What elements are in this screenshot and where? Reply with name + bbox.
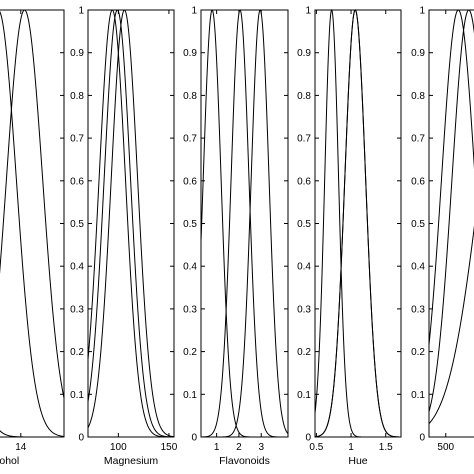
x-tick-label: 0.5 — [309, 442, 323, 453]
y-tick-label: 0.8 — [297, 91, 311, 102]
y-tick-label: 0.6 — [70, 176, 84, 187]
x-tick-label: 1.5 — [379, 442, 393, 453]
axes-frame — [200, 9, 289, 438]
y-tick-label: 0.2 — [70, 347, 84, 358]
x-tick-label: 2 — [236, 442, 242, 453]
membership-curve-3 — [201, 9, 289, 438]
y-tick-label: 0 — [78, 433, 84, 444]
axes-frame — [0, 9, 65, 438]
x-axis-label: Flavonoids — [219, 455, 270, 467]
y-tick-label: 0.1 — [183, 390, 197, 401]
x-tick-label: 3 — [258, 442, 264, 453]
panel-magnesium: 0 0.1 0.2 0.3 0.4 0.5 0.6 0.7 0.8 0.9 1 100 150Magne… — [70, 6, 178, 468]
x-axis-label: Hue — [348, 455, 367, 467]
y-tick-label: 0.2 — [297, 347, 311, 358]
y-tick-label: 0.8 — [183, 91, 197, 102]
y-tick-label: 0.5 — [70, 219, 84, 230]
y-tick-label: 0.7 — [297, 134, 311, 145]
y-tick-label: 1 — [78, 6, 84, 17]
y-tick-label: 0.5 — [411, 219, 425, 230]
y-tick-label: 0.9 — [411, 48, 425, 59]
y-tick-label: 0.5 — [297, 219, 311, 230]
y-tick-label: 0.6 — [297, 176, 311, 187]
membership-curve-3 — [314, 9, 401, 438]
y-tick-label: 0.7 — [411, 134, 425, 145]
x-tick-label: 150 — [161, 442, 178, 453]
membership-curve-3 — [428, 225, 474, 425]
y-tick-label: 0 — [305, 433, 311, 444]
panel-alcohol: 00.10.20.30.40.50.60.70.80.91121314Alcoh… — [0, 9, 65, 467]
x-axis-label: Magnesium — [104, 455, 159, 467]
membership-curve-1 — [428, 9, 474, 345]
y-tick-label: 0.8 — [411, 91, 425, 102]
y-tick-label: 0.3 — [411, 304, 425, 315]
y-tick-label: 0.4 — [183, 262, 197, 273]
y-tick-label: 1 — [419, 6, 425, 17]
y-tick-label: 0 — [419, 433, 425, 444]
y-tick-label: 0.9 — [70, 48, 84, 59]
y-tick-label: 0.3 — [70, 304, 84, 315]
y-tick-label: 0.6 — [411, 176, 425, 187]
x-tick-label: 1 — [214, 442, 220, 453]
panel-prol: 00.10.20.30.40.50.60.70.80.91500100Prol — [411, 6, 474, 453]
y-tick-label: 0.4 — [411, 262, 425, 273]
y-tick-label: 0.6 — [183, 176, 197, 187]
membership-curve-2 — [200, 9, 288, 438]
y-tick-label: 1 — [305, 6, 311, 17]
membership-curve-3 — [0, 9, 65, 399]
y-tick-label: 0.7 — [183, 134, 197, 145]
y-tick-label: 0.1 — [297, 390, 311, 401]
x-tick-label: 1 — [348, 442, 354, 453]
y-tick-label: 0.1 — [70, 390, 84, 401]
membership-curve-2 — [87, 9, 175, 438]
y-tick-label: 0.5 — [183, 219, 197, 230]
y-tick-label: 0.2 — [411, 347, 425, 358]
x-tick-label: 500 — [437, 442, 454, 453]
y-tick-label: 0.4 — [297, 262, 311, 273]
membership-curve-1 — [200, 9, 288, 438]
membership-curve-1 — [87, 9, 174, 438]
membership-curve-2 — [428, 9, 474, 412]
y-tick-label: 0.3 — [183, 304, 197, 315]
membership-curve-2 — [0, 10, 65, 437]
y-tick-label: 0.1 — [411, 390, 425, 401]
y-tick-label: 0.3 — [297, 304, 311, 315]
y-tick-label: 0 — [191, 433, 197, 444]
y-tick-label: 0.9 — [297, 48, 311, 59]
y-tick-label: 0.8 — [70, 91, 84, 102]
y-tick-label: 1 — [191, 6, 197, 17]
axes-frame — [87, 9, 175, 438]
panel-flavonoids: 0 0.1 0.2 0.3 0.4 0.5 0.6 0.7 0.8 0.9 1 1 2 3 Flavonoi… — [183, 6, 289, 467]
y-tick-label: 0.2 — [183, 347, 197, 358]
y-tick-label: 0.4 — [70, 262, 84, 273]
y-tick-label: 0.7 — [70, 134, 84, 145]
x-tick-label: 100 — [110, 442, 127, 453]
panel-hue: 0 0.1 0.2 0.3 0.4 0.5 0.6 0.7 0.8 0.9 1 0.5 1 1.5 Hue — [297, 6, 402, 467]
y-tick-label: 0.9 — [183, 48, 197, 59]
membership-curve-1 — [0, 430, 64, 438]
x-tick-label: 14 — [15, 442, 27, 453]
membership-curve-3 — [87, 9, 175, 438]
x-axis-label: Alcohol — [0, 455, 19, 467]
membership-curve-1 — [314, 8, 401, 438]
